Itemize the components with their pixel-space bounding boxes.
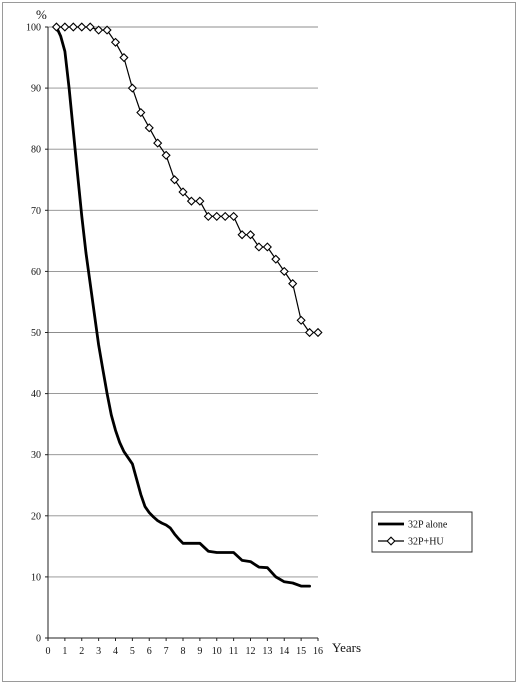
- x-tick-labels: 0 1 2 3 4 5 6 7 8 9 10 11 12 13 14 15 16: [46, 638, 323, 657]
- data-point-32p-hu: [254, 242, 264, 252]
- x-tick-label-13: 13: [262, 646, 272, 657]
- data-point-32p-hu: [119, 52, 129, 63]
- data-point-32p-hu: [94, 25, 104, 35]
- series-line-32p-alone: [55, 25, 312, 588]
- x-tick-label-2: 2: [79, 646, 84, 657]
- x-tick-label-8: 8: [181, 646, 186, 657]
- x-tick-label-12: 12: [246, 646, 256, 657]
- x-tick-label-3: 3: [96, 646, 101, 657]
- x-tick-label-0: 0: [46, 646, 51, 657]
- data-point-32p-hu: [220, 211, 230, 221]
- gridlines: [48, 26, 318, 578]
- x-tick-label-14: 14: [279, 646, 289, 657]
- legend-label-32p-hu: 32P+HU: [408, 537, 444, 548]
- data-point-32p-hu: [161, 150, 171, 160]
- data-point-32p-hu: [102, 25, 112, 35]
- y-tick-label-100: 100: [26, 23, 41, 34]
- y-tick-label-70: 70: [31, 206, 41, 217]
- data-point-32p-hu: [178, 187, 188, 197]
- data-point-32p-hu: [203, 211, 213, 221]
- data-point-32p-hu: [153, 138, 163, 148]
- data-point-32p-hu: [296, 315, 306, 325]
- x-tick-label-10: 10: [212, 646, 222, 657]
- legend: 32P alone 32P+HU: [371, 511, 473, 553]
- y-tick-label-50: 50: [31, 328, 41, 339]
- x-tick-label-15: 15: [296, 646, 306, 657]
- legend-box: [371, 511, 473, 553]
- y-tick-labels: 0 10 20 30 40 50 60 70 80 90 100: [26, 23, 48, 645]
- y-tick-label-30: 30: [31, 450, 41, 461]
- x-tick-label-9: 9: [197, 646, 202, 657]
- data-point-32p-hu: [186, 196, 197, 206]
- data-point-32p-hu: [304, 327, 315, 338]
- data-point-32p-hu: [127, 83, 137, 93]
- y-tick-label-80: 80: [31, 145, 41, 156]
- legend-label-32p-alone: 32P alone: [408, 520, 448, 531]
- data-point-32p-hu: [136, 107, 146, 118]
- data-point-32p-hu: [169, 175, 180, 185]
- x-tick-label-11: 11: [229, 646, 239, 657]
- data-point-32p-hu: [262, 242, 272, 252]
- data-point-32p-hu: [85, 22, 95, 32]
- data-point-32p-hu: [212, 211, 222, 221]
- y-tick-label-60: 60: [31, 267, 41, 278]
- data-point-32p-hu: [60, 22, 70, 32]
- data-point-32p-hu: [237, 230, 247, 240]
- x-unit-label: Years: [332, 640, 361, 655]
- data-point-32p-hu: [279, 266, 289, 276]
- x-tick-label-7: 7: [164, 646, 169, 657]
- data-point-32p-hu: [271, 254, 281, 264]
- x-tick-label-6: 6: [147, 646, 152, 657]
- y-tick-label-90: 90: [31, 84, 41, 95]
- data-point-32p-hu: [288, 279, 298, 289]
- data-point-32p-hu: [245, 230, 256, 240]
- x-tick-label-4: 4: [113, 646, 118, 657]
- data-point-32p-hu: [195, 196, 205, 206]
- x-tick-label-1: 1: [62, 646, 67, 657]
- x-tick-label-5: 5: [130, 646, 135, 657]
- y-tick-label-40: 40: [31, 389, 41, 400]
- data-point-32p-hu: [144, 123, 154, 133]
- data-point-32p-hu: [77, 22, 87, 32]
- y-tick-label-0: 0: [36, 634, 41, 645]
- y-unit-label: %: [36, 7, 47, 22]
- series-line-32p-hu: [55, 26, 319, 334]
- data-point-32p-hu: [229, 211, 239, 221]
- legend-marker-32p-hu: [386, 536, 396, 546]
- y-tick-label-10: 10: [31, 572, 41, 583]
- y-tick-label-20: 20: [31, 511, 41, 522]
- data-series: [51, 22, 323, 588]
- data-point-32p-hu: [313, 327, 323, 338]
- data-point-32p-hu: [68, 22, 78, 32]
- data-point-32p-hu: [51, 22, 62, 32]
- data-point-32p-hu: [110, 37, 121, 47]
- x-tick-label-16: 16: [313, 646, 323, 657]
